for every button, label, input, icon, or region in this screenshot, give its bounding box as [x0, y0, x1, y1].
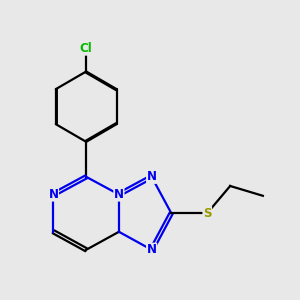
- Text: N: N: [49, 188, 58, 201]
- Text: S: S: [203, 207, 212, 220]
- Text: Cl: Cl: [80, 42, 93, 55]
- Text: N: N: [114, 188, 124, 201]
- Text: N: N: [147, 243, 157, 256]
- Text: N: N: [147, 170, 157, 183]
